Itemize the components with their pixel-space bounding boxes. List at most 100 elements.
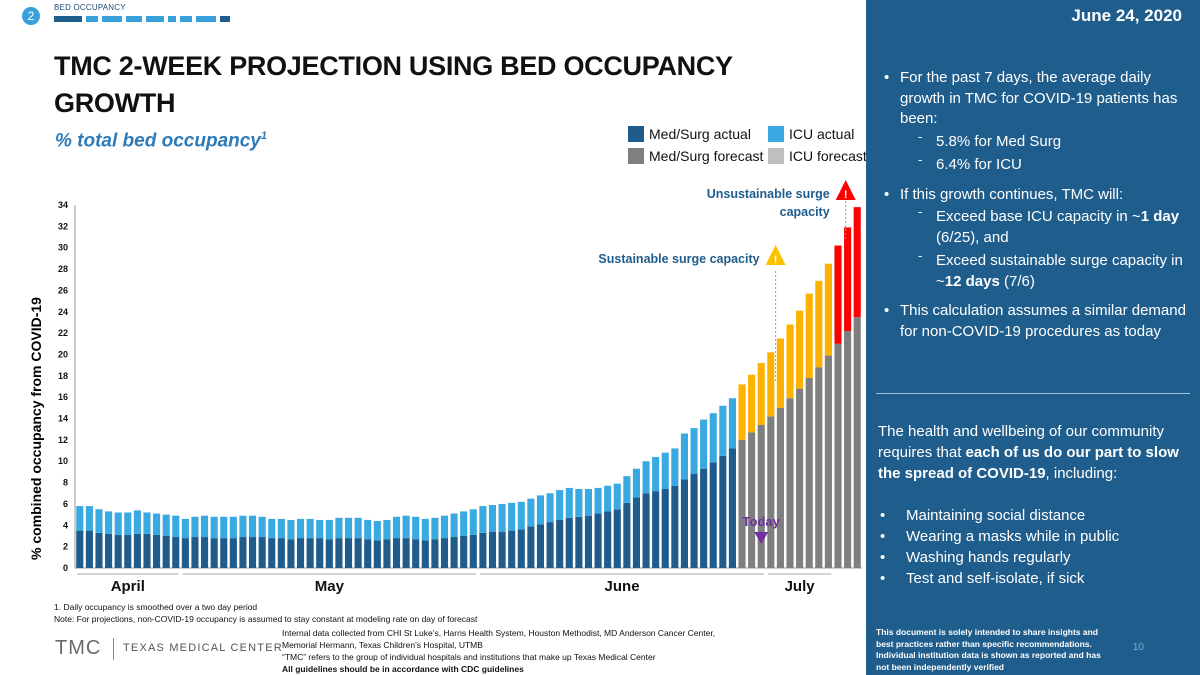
bar-med-surg-actual <box>527 526 535 568</box>
bar-med-surg-actual <box>268 538 276 568</box>
bar-med-surg-actual <box>296 538 305 568</box>
bar-med-surg-actual <box>440 538 449 568</box>
bar-icu-actual <box>460 511 468 536</box>
warning-glyph: ! <box>844 189 848 201</box>
bar-icu-actual <box>239 515 247 538</box>
report-date: June 24, 2020 <box>1071 6 1182 25</box>
bar-icu-actual <box>488 505 497 532</box>
bar-icu-actual <box>508 502 516 531</box>
action-item: Washing hands regularly <box>878 547 1192 568</box>
bar-icu-actual <box>296 518 305 539</box>
bar-med-surg-forecast <box>767 416 775 568</box>
bar-icu-actual <box>613 483 621 510</box>
bar-icu-forecast <box>757 363 765 425</box>
bar-icu-actual <box>575 488 583 517</box>
bar-icu-actual <box>143 512 151 534</box>
bar-icu-actual <box>450 513 458 538</box>
bar-icu-forecast <box>853 207 861 318</box>
summary-panel: June 24, 2020 For the past 7 days, the a… <box>866 0 1200 675</box>
bar-med-surg-actual <box>287 539 295 568</box>
action-item: Wearing a masks while in public <box>878 526 1192 547</box>
bar-icu-forecast <box>834 245 842 344</box>
subtitle-footnote-marker: 1 <box>260 130 267 142</box>
bar-med-surg-actual <box>508 530 516 568</box>
bar-med-surg-forecast <box>844 330 852 568</box>
bar-icu-actual <box>536 495 545 525</box>
bar-icu-actual <box>440 515 449 539</box>
y-tick-label: 20 <box>58 349 68 359</box>
bar-icu-actual <box>335 517 343 539</box>
bar-icu-forecast <box>805 293 813 378</box>
page-number: 10 <box>1132 642 1144 653</box>
bar-icu-actual <box>604 485 612 512</box>
bar-icu-actual <box>124 512 132 535</box>
bar-med-surg-actual <box>421 540 429 568</box>
bar-icu-actual <box>728 398 736 449</box>
y-tick-label: 12 <box>58 435 68 445</box>
bar-icu-actual <box>421 518 429 541</box>
bar-med-surg-actual <box>153 534 161 568</box>
bar-icu-actual <box>690 428 698 475</box>
bar-icu-actual <box>229 516 237 539</box>
bar-med-surg-actual <box>546 522 554 568</box>
key-findings-list: For the past 7 days, the average daily g… <box>880 68 1186 351</box>
bar-med-surg-actual <box>306 538 314 568</box>
bar-icu-forecast <box>796 310 804 389</box>
bar-icu-forecast <box>815 280 823 368</box>
bar-med-surg-actual <box>258 537 266 568</box>
bar-icu-forecast <box>844 227 852 331</box>
tmc-logo: TMC <box>55 637 102 659</box>
bar-med-surg-forecast <box>853 317 861 568</box>
y-tick-label: 0 <box>63 563 68 573</box>
actions-list: Maintaining social distance Wearing a ma… <box>878 505 1192 589</box>
bar-icu-actual <box>546 493 554 523</box>
bar-med-surg-actual <box>556 519 564 568</box>
chart-legend: Med/Surg actual ICU actual Med/Surg fore… <box>628 126 868 170</box>
bar-med-surg-actual <box>584 515 593 568</box>
bar-med-surg-actual <box>277 538 285 568</box>
bar-icu-actual <box>680 433 688 480</box>
bar-med-surg-actual <box>239 537 247 568</box>
bar-icu-actual <box>642 461 650 494</box>
bar-med-surg-actual <box>364 539 372 568</box>
y-tick-label: 14 <box>58 414 68 424</box>
bar-med-surg-actual <box>335 538 343 568</box>
bar-icu-actual <box>181 518 189 539</box>
source-line: Internal data collected from CHI St Luke… <box>282 628 716 638</box>
bar-icu-actual <box>479 506 487 533</box>
y-tick-label: 28 <box>58 264 68 274</box>
bar-icu-actual <box>133 510 141 534</box>
legend-swatch <box>768 126 784 142</box>
bar-icu-actual <box>498 503 506 532</box>
bar-med-surg-actual <box>613 509 621 568</box>
bar-icu-actual <box>354 517 362 539</box>
bar-icu-actual <box>162 514 170 536</box>
bar-icu-actual <box>258 516 266 538</box>
bar-icu-actual <box>364 519 372 540</box>
bar-med-surg-actual <box>143 533 151 568</box>
page-title: TMC 2-WEEK PROJECTION USING BED OCCUPANC… <box>54 51 733 118</box>
bar-med-surg-forecast <box>796 388 804 568</box>
bar-med-surg-actual <box>498 531 506 568</box>
bar-icu-actual <box>344 517 353 539</box>
bar-med-surg-actual <box>604 511 612 568</box>
source-line: Memorial Hermann, Texas Children’s Hospi… <box>282 640 483 650</box>
finding-sub-item: Exceed base ICU capacity in ~1 day (6/25… <box>900 202 1186 248</box>
today-label: Today <box>743 514 781 529</box>
bar-icu-actual <box>114 512 122 535</box>
y-tick-label: 34 <box>58 200 68 210</box>
bar-icu-actual <box>95 509 103 533</box>
finding-sub-item: Exceed sustainable surge capacity in ~12… <box>900 246 1186 292</box>
bar-med-surg-actual <box>517 529 525 568</box>
y-tick-label: 8 <box>63 478 68 488</box>
y-tick-label: 4 <box>63 520 68 530</box>
legend-icu-forecast: ICU forecast <box>768 148 867 164</box>
bar-med-surg-actual <box>373 540 381 568</box>
bar-icu-actual <box>85 506 93 531</box>
y-tick-label: 32 <box>58 221 68 231</box>
x-month-label: April <box>111 578 145 595</box>
today-marker-icon <box>754 532 769 544</box>
bar-icu-actual <box>383 519 391 540</box>
bar-icu-actual <box>172 515 180 538</box>
